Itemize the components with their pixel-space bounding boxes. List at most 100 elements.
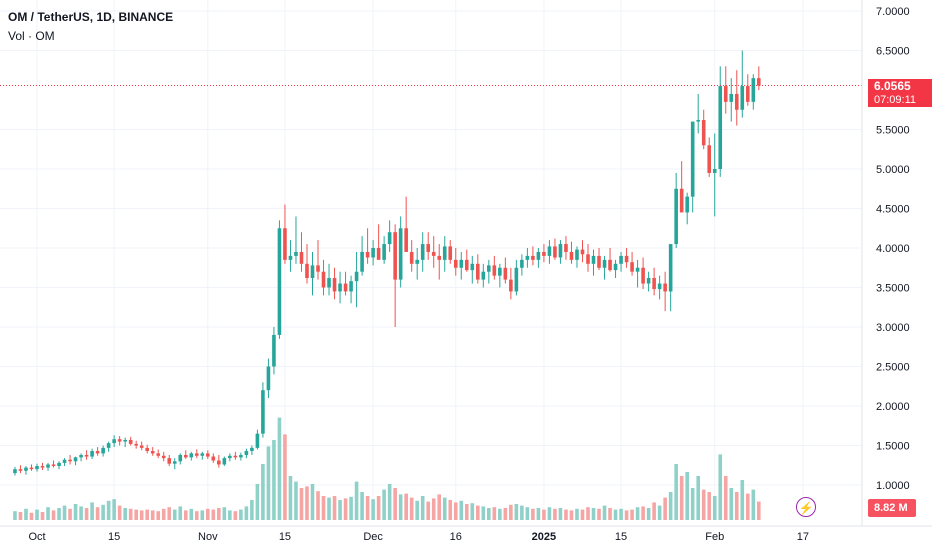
- volume-bar: [84, 508, 89, 520]
- volume-bar: [261, 464, 265, 520]
- lightning-bolt-icon[interactable]: ⚡: [796, 497, 816, 517]
- volume-bar: [558, 508, 563, 520]
- volume-bar: [525, 507, 530, 520]
- candle-body: [481, 271, 486, 280]
- volume-bar: [46, 507, 50, 520]
- volume-bar: [624, 510, 629, 520]
- volume-bar: [283, 434, 287, 520]
- candle-body: [459, 259, 464, 268]
- volume-bar: [327, 497, 331, 520]
- candle-body: [415, 259, 419, 264]
- candle-body: [679, 188, 684, 213]
- volume-bar: [668, 492, 673, 520]
- volume-bar: [398, 494, 403, 520]
- volume-bar: [112, 499, 116, 520]
- price-tick-label: 2.5000: [876, 362, 910, 374]
- time-tick-label: Feb: [705, 531, 724, 543]
- candle-body: [68, 459, 72, 462]
- volume-bar: [696, 476, 700, 520]
- candle-body: [646, 278, 651, 284]
- volume-bar: [586, 507, 590, 520]
- volume-bar: [305, 486, 309, 520]
- candle-body: [553, 246, 557, 258]
- volume-bar: [663, 497, 667, 520]
- time-tick-label: 2025: [532, 531, 556, 543]
- time-tick-label: Oct: [28, 531, 45, 543]
- candle-body: [404, 228, 408, 252]
- candle-body: [723, 86, 728, 102]
- volume-bar: [591, 508, 596, 520]
- volume-bar: [354, 481, 359, 520]
- volume-bar: [387, 484, 392, 520]
- volume-bar: [211, 509, 216, 520]
- price-axis[interactable]: 7.0000 6.5000 5.5000 5.0000 4.5000 4.0000 3.50…: [861, 0, 910, 526]
- volume-bar: [635, 507, 640, 520]
- volume-bar: [95, 507, 100, 520]
- volume-bar: [250, 500, 254, 520]
- volume-bar: [233, 511, 238, 520]
- candle-body: [542, 251, 546, 256]
- volume-bar: [255, 484, 260, 520]
- candle-body: [520, 259, 524, 268]
- candle-body: [167, 458, 172, 464]
- volume-bar: [338, 500, 342, 520]
- volume-bar: [62, 505, 67, 520]
- bar-countdown: 07:09:11: [874, 93, 917, 106]
- volume-indicator-label[interactable]: Vol · OM: [8, 29, 55, 43]
- candle-body: [211, 456, 216, 461]
- volume-bar: [448, 500, 453, 520]
- candle-body: [294, 251, 298, 256]
- candle-body: [73, 457, 78, 462]
- volume-bar: [189, 508, 194, 520]
- candle-body: [663, 283, 667, 292]
- time-axis[interactable]: Oct 15 Nov 15 Dec 16 2025 15 Feb 17: [0, 525, 932, 543]
- volume-bar: [701, 489, 706, 520]
- candle-body: [332, 278, 337, 292]
- candle-body: [35, 466, 39, 470]
- candle-body: [431, 251, 436, 256]
- volume-bar: [150, 510, 155, 520]
- volume-bar: [73, 504, 78, 520]
- candle-body: [498, 267, 502, 276]
- volume-bar: [492, 507, 497, 520]
- candle-body: [365, 251, 370, 258]
- volume-bar: [376, 496, 381, 520]
- time-tick-label: 15: [279, 531, 291, 543]
- candle-body: [299, 251, 304, 264]
- candle-body: [393, 232, 397, 280]
- volume-bar: [487, 508, 491, 520]
- volume-bar: [228, 510, 232, 520]
- candle-body: [244, 451, 249, 455]
- candle-body: [24, 467, 28, 471]
- price-tick-label: 1.5000: [876, 441, 910, 453]
- candle-body: [57, 462, 61, 467]
- volume-bar: [349, 496, 353, 520]
- volume-bar: [426, 501, 431, 520]
- volume-bar: [442, 497, 447, 520]
- volume-bar: [652, 502, 656, 520]
- volume-bar: [520, 505, 524, 520]
- volume-bar: [674, 464, 678, 520]
- candle-body: [757, 78, 761, 86]
- volume-bar: [514, 504, 519, 520]
- candle-body: [360, 251, 364, 272]
- candle-body: [547, 246, 552, 256]
- candle-body: [464, 259, 469, 271]
- volume-bar: [553, 508, 557, 520]
- volume-bar: [272, 440, 276, 520]
- volume-bar: [415, 500, 419, 520]
- volume-bar: [745, 493, 750, 520]
- candle-body: [310, 265, 315, 279]
- price-tick-label: 2.0000: [876, 401, 910, 413]
- price-tick-label: 5.0000: [876, 164, 910, 176]
- volume-bar: [294, 481, 298, 520]
- candle-body: [371, 248, 375, 258]
- candle-body: [272, 334, 276, 367]
- time-tick-label: Dec: [363, 531, 383, 543]
- time-tick-label: 16: [450, 531, 462, 543]
- volume-bar: [393, 488, 397, 520]
- volume-bar: [453, 502, 458, 520]
- symbol-title[interactable]: OM / TetherUS, 1D, BINANCE: [8, 10, 174, 24]
- candle-body: [398, 228, 403, 280]
